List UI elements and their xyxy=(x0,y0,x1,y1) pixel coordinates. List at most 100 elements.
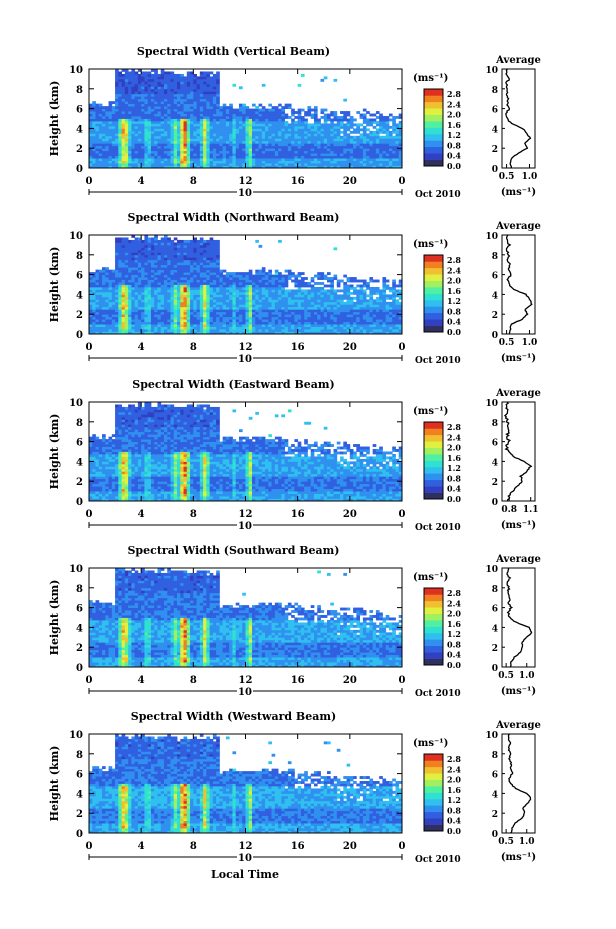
heatmap-cell xyxy=(297,282,302,285)
heatmap-cell xyxy=(294,321,299,325)
heatmap-cell xyxy=(392,153,396,157)
heatmap-cell xyxy=(313,282,318,285)
heatmap-cell xyxy=(372,158,377,161)
heatmap-cell xyxy=(216,291,220,295)
heatmap-cell xyxy=(284,279,289,283)
heatmap-cell xyxy=(343,145,347,149)
heatmap-cell xyxy=(193,301,197,305)
heatmap-cell xyxy=(154,331,158,335)
heatmap-cell xyxy=(141,254,145,258)
heatmap-cell xyxy=(154,289,158,293)
heatmap-cell xyxy=(274,286,279,290)
heatmap-cell xyxy=(102,148,106,152)
heatmap-cell xyxy=(134,247,139,251)
heatmap-cell xyxy=(180,116,184,119)
heatmap-cell xyxy=(258,108,263,112)
heatmap-cell xyxy=(177,111,181,114)
heatmap-cell xyxy=(134,130,139,134)
heatmap-cell xyxy=(177,160,181,164)
heatmap-cell xyxy=(173,116,178,119)
heatmap-cell xyxy=(190,257,194,261)
heatmap-cell xyxy=(349,123,354,127)
heatmap-cell xyxy=(190,321,194,325)
heatmap-cell xyxy=(209,76,214,80)
heatmap-cell xyxy=(274,158,279,161)
heatmap-cell xyxy=(278,326,282,330)
heatmap-cell xyxy=(261,329,266,332)
heatmap-cell xyxy=(349,165,354,169)
heatmap-cell xyxy=(115,262,119,266)
heatmap-cell xyxy=(271,277,276,280)
heatmap-cell xyxy=(300,133,305,137)
heatmap-cell xyxy=(203,138,207,142)
heatmap-cell xyxy=(118,143,122,147)
heatmap-cell xyxy=(102,324,106,327)
heatmap-cell xyxy=(167,326,171,330)
heatmap-cell xyxy=(291,296,295,300)
heatmap-cell xyxy=(242,277,246,280)
heatmap-cell xyxy=(167,96,171,100)
heatmap-cell xyxy=(170,148,175,152)
heatmap-cell xyxy=(304,150,308,154)
heatmap-cell xyxy=(284,163,289,166)
heatmap-cell xyxy=(219,118,224,122)
heatmap-cell xyxy=(147,103,152,107)
heatmap-cell xyxy=(131,301,136,305)
heatmap-cell xyxy=(150,262,155,266)
heatmap-cell xyxy=(186,291,191,295)
heatmap-cell xyxy=(147,111,152,114)
heatmap-cell xyxy=(385,145,390,149)
heatmap-cell xyxy=(261,267,266,271)
heatmap-cell xyxy=(118,128,122,132)
heatmap-cell xyxy=(310,296,315,300)
heatmap-cell xyxy=(170,262,175,266)
heatmap-cell xyxy=(333,165,338,169)
heatmap-cell xyxy=(115,153,119,157)
heatmap-cell xyxy=(105,309,109,313)
heatmap-cell xyxy=(92,289,96,293)
heatmap-cell xyxy=(232,143,237,147)
heatmap-cell xyxy=(203,254,207,258)
heatmap-cell xyxy=(346,125,351,129)
heatmap-cell xyxy=(366,123,370,127)
heatmap-cell xyxy=(232,291,237,295)
heatmap-cell xyxy=(134,321,139,325)
heatmap-cell xyxy=(160,76,165,80)
heatmap-cell xyxy=(271,324,276,327)
heatmap-cell xyxy=(375,153,380,157)
heatmap-cell xyxy=(157,314,162,318)
heatmap-cell xyxy=(160,244,165,248)
heatmap-cell xyxy=(222,155,227,159)
heatmap-cell xyxy=(163,321,168,325)
heatmap-cell xyxy=(248,282,253,285)
heatmap-cell xyxy=(382,160,387,164)
heatmap-cell xyxy=(102,277,106,280)
heatmap-cell xyxy=(137,257,142,261)
heatmap-cell xyxy=(209,252,214,256)
heatmap-cell xyxy=(124,306,129,310)
heatmap-cell xyxy=(124,304,129,308)
y-tick-label: 6 xyxy=(76,105,83,116)
heatmap-cell xyxy=(118,259,122,263)
heatmap-cell xyxy=(134,286,139,290)
heatmap-cell xyxy=(199,91,204,95)
heatmap-cell xyxy=(317,299,321,303)
heatmap-cell xyxy=(235,311,240,315)
heatmap-cell xyxy=(209,254,214,258)
heatmap-cell xyxy=(141,153,145,157)
heatmap-cell xyxy=(278,158,282,161)
heatmap-cell xyxy=(261,138,266,142)
heatmap-cell xyxy=(284,116,289,119)
heatmap-cell xyxy=(265,123,269,127)
heatmap-cell xyxy=(245,140,250,144)
heatmap-cell xyxy=(379,140,383,144)
heatmap-cell xyxy=(278,282,282,285)
heatmap-cell xyxy=(212,138,217,142)
heatmap-cell xyxy=(98,155,103,159)
heatmap-cell xyxy=(255,130,259,134)
heatmap-cell xyxy=(274,299,279,303)
heatmap-cell xyxy=(144,123,149,127)
heatmap-cell xyxy=(137,125,142,129)
heatmap-cell xyxy=(232,133,237,137)
heatmap-cell xyxy=(108,324,113,327)
